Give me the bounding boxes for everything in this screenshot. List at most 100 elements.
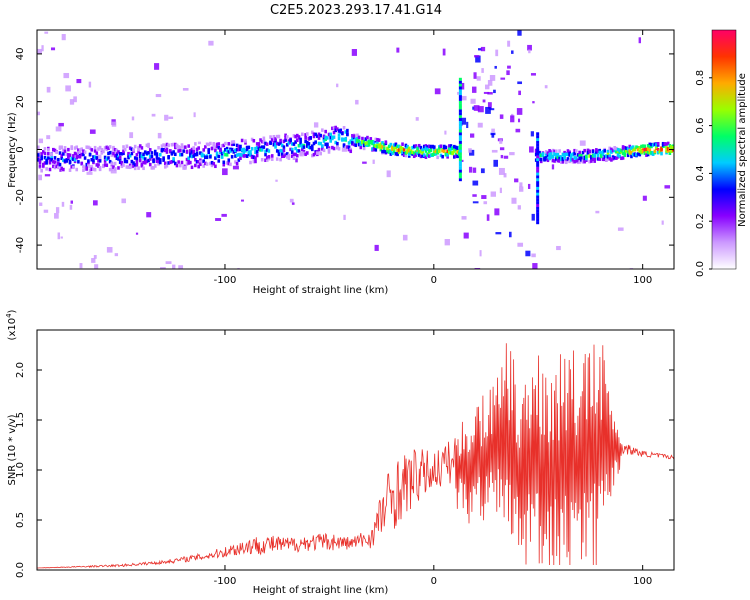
heatmap-cell	[151, 113, 156, 117]
heatmap-cell	[645, 153, 648, 157]
heatmap-cell	[436, 150, 439, 155]
heatmap-cell	[668, 145, 672, 150]
heatmap-cell	[479, 250, 482, 257]
heatmap-cell	[529, 146, 534, 153]
heatmap-cell	[575, 156, 578, 160]
heatmap-cell	[205, 162, 209, 166]
heatmap-cell	[342, 126, 346, 130]
heatmap-cell	[404, 153, 408, 158]
heatmap-cell	[70, 165, 74, 169]
heatmap-cell	[379, 147, 383, 152]
heatmap-cell	[331, 145, 334, 150]
heatmap-cell	[539, 159, 543, 164]
x-tick-label: -100	[214, 275, 237, 286]
heatmap-cell	[230, 147, 234, 152]
heatmap-cell	[215, 218, 222, 221]
heatmap-cell	[617, 227, 624, 231]
heatmap-cell	[446, 153, 449, 157]
heatmap-cell	[37, 151, 41, 154]
heatmap-cell	[631, 152, 635, 157]
heatmap-cell	[292, 152, 296, 157]
heatmap-cell	[194, 157, 197, 162]
heatmap-cell	[240, 153, 244, 157]
heatmap-cell	[304, 139, 307, 144]
heatmap-cell	[401, 146, 404, 151]
heatmap-cell	[426, 152, 429, 157]
y-tick-label: 1.0	[15, 462, 26, 478]
heatmap-cell	[230, 142, 234, 147]
heatmap-cell	[670, 149, 673, 153]
heatmap-cell	[148, 162, 152, 167]
heatmap-cell	[244, 149, 247, 153]
heatmap-cell	[486, 214, 490, 221]
heatmap-cell	[554, 149, 558, 153]
heatmap-cell	[322, 134, 326, 139]
heatmap-cell	[389, 152, 393, 156]
heatmap-cell	[113, 167, 117, 171]
heatmap-cell	[374, 137, 378, 142]
heatmap-cell	[466, 121, 469, 129]
heatmap-cell	[257, 147, 261, 151]
heatmap-cell	[103, 159, 107, 163]
heatmap-cell	[117, 150, 120, 154]
heatmap-cell	[600, 153, 603, 158]
y-tick-label: 2.0	[15, 362, 26, 378]
heatmap-cell	[103, 146, 107, 150]
heatmap-cell	[252, 139, 256, 143]
heatmap-cell	[135, 153, 139, 157]
heatmap-cell	[581, 159, 585, 163]
heatmap-cell	[69, 204, 73, 210]
heatmap-cell	[254, 159, 257, 164]
heatmap-cell	[86, 171, 93, 175]
heatmap-cell	[485, 84, 490, 90]
heatmap-cell	[444, 239, 450, 246]
heatmap-cell	[295, 153, 299, 158]
heatmap-cell	[105, 157, 109, 161]
heatmap-cell	[576, 158, 580, 163]
heatmap-cell	[157, 132, 162, 139]
heatmap-cell	[108, 150, 112, 155]
heatmap-cell	[135, 160, 139, 164]
heatmap-cell	[95, 163, 99, 167]
heatmap-cell	[67, 147, 70, 152]
heatmap-cell	[132, 161, 135, 165]
heatmap-cell	[347, 147, 351, 152]
heatmap-cell	[336, 83, 339, 88]
heatmap-cell	[507, 40, 511, 47]
heatmap-cell	[650, 144, 653, 149]
heatmap-cell	[122, 151, 125, 156]
heatmap-cell	[517, 242, 524, 247]
heatmap-cell	[229, 149, 232, 153]
heatmap-cell	[162, 143, 165, 147]
heatmap-cell	[155, 154, 159, 159]
heatmap-cell	[138, 151, 142, 156]
heatmap-cell	[274, 139, 277, 143]
heatmap-cell	[579, 140, 586, 146]
heatmap-cell	[606, 152, 610, 157]
heatmap-cell	[661, 220, 664, 225]
heatmap-cell	[291, 202, 295, 205]
heatmap-cell	[304, 133, 307, 137]
heatmap-cell	[163, 161, 167, 165]
heatmap-cell	[399, 147, 403, 152]
heatmap-cell	[127, 153, 130, 158]
heatmap-cell	[147, 158, 150, 163]
heatmap-cell	[255, 142, 259, 146]
heatmap-cell	[58, 146, 62, 151]
heatmap-cell	[530, 73, 536, 76]
heatmap-cell	[422, 153, 426, 157]
heatmap-cell	[618, 150, 622, 155]
heatmap-cell	[62, 148, 65, 153]
heatmap-cell	[265, 142, 269, 146]
heatmap-cell	[458, 163, 462, 167]
heatmap-cell	[458, 95, 462, 99]
heatmap-cell	[165, 164, 169, 168]
heatmap-cell	[564, 160, 568, 165]
heatmap-cell	[458, 106, 462, 110]
heatmap-cell	[382, 142, 386, 147]
heatmap-cell	[122, 145, 125, 149]
heatmap-cell	[237, 144, 241, 149]
heatmap-cell	[618, 154, 622, 159]
heatmap-cell	[458, 86, 462, 90]
heatmap-cell	[660, 151, 663, 156]
